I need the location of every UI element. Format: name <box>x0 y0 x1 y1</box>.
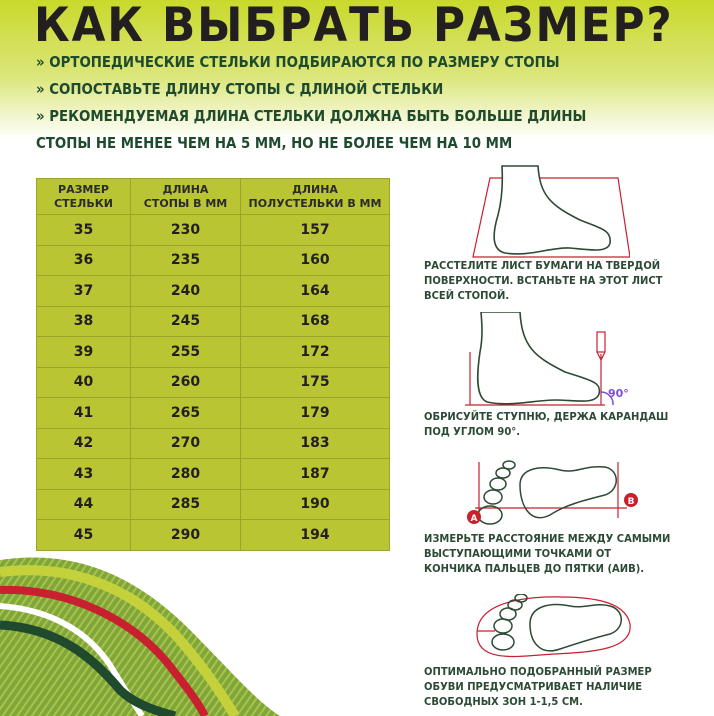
cell-half-insole-length: 172 <box>240 336 390 368</box>
step-3-caption: ИЗМЕРЬТЕ РАССТОЯНИЕ МЕЖДУ САМЫМИ ВЫСТУПАЮ… <box>424 532 670 577</box>
foot-tracing-illustration: 90° <box>465 312 629 406</box>
step-2-caption: ОБРИСУЙТЕ СТУПНЮ, ДЕРЖА КАРАНДАШ ПОД УГЛО… <box>424 410 668 440</box>
bullet-2: » СОПОСТАВЬТЕ ДЛИНУ СТОПЫ С ДЛИНОЙ СТЕЛЬ… <box>36 80 444 98</box>
cell-foot-length: 240 <box>130 275 241 307</box>
angle-arc <box>600 391 614 406</box>
cell-size: 38 <box>36 305 131 337</box>
cell-foot-length: 230 <box>130 214 241 246</box>
caption-line: КОНЧИКА ПАЛЬЦЕВ ДО ПЯТКИ (АИВ). <box>424 563 645 575</box>
point-b-label: B <box>628 497 635 507</box>
table-row: 35 230 157 <box>36 214 390 246</box>
cell-half-insole-length: 187 <box>240 458 390 490</box>
header-line: ДЛИНА <box>162 182 209 196</box>
header-line: ПОЛУСТЕЛЬКИ В ММ <box>248 196 382 210</box>
page-title: КАК ВЫБРАТЬ РАЗМЕР? <box>34 0 674 53</box>
point-a-marker <box>467 510 481 524</box>
cell-foot-length: 290 <box>130 519 241 551</box>
cell-half-insole-length: 168 <box>240 305 390 337</box>
cell-size: 43 <box>36 458 131 490</box>
caption-line: ОПТИМАЛЬНО ПОДОБРАННЫЙ РАЗМЕР <box>424 666 652 678</box>
cell-half-insole-length: 175 <box>240 366 390 398</box>
cell-half-insole-length: 157 <box>240 214 390 246</box>
table-row: 45 290 194 <box>36 519 390 551</box>
cell-size: 39 <box>36 336 131 368</box>
cell-foot-length: 245 <box>130 305 241 337</box>
caption-line: РАССТЕЛИТЕ ЛИСТ БУМАГИ НА ТВЕРДОЙ <box>424 260 661 272</box>
point-b-marker <box>624 493 638 507</box>
caption-line: СВОБОДНЫХ ЗОН 1-1,5 СМ. <box>424 696 583 708</box>
cell-size: 45 <box>36 519 131 551</box>
header-line: ДЛИНА <box>292 182 338 196</box>
header-size: РАЗМЕР СТЕЛЬКИ <box>36 178 131 215</box>
table-row: 41 265 179 <box>36 397 390 429</box>
caption-line: ВЫСТУПАЮЩИМИ ТОЧКАМИ ОТ <box>424 548 612 560</box>
header-line: РАЗМЕР <box>58 182 109 196</box>
table-row: 37 240 164 <box>36 275 390 307</box>
cell-size: 41 <box>36 397 131 429</box>
bullet-3-cont: СТОПЫ НЕ МЕНЕЕ ЧЕМ НА 5 ММ, НО НЕ БОЛЕЕ … <box>36 134 513 152</box>
cell-foot-length: 270 <box>130 427 241 459</box>
table-row: 36 235 160 <box>36 244 390 276</box>
caption-line: ВСЕЙ СТОПОЙ. <box>424 290 510 302</box>
cell-foot-length: 260 <box>130 366 241 398</box>
caption-line: ОБРИСУЙТЕ СТУПНЮ, ДЕРЖА КАРАНДАШ <box>424 411 669 423</box>
foot-on-paper-illustration <box>472 165 630 258</box>
header-foot-length: ДЛИНА СТОПЫ В ММ <box>130 178 241 215</box>
foot-in-shoe-illustration <box>476 594 631 658</box>
point-a-label: A <box>471 514 478 524</box>
table-row: 44 285 190 <box>36 488 390 520</box>
bullet-3: » РЕКОМЕНДУЕМАЯ ДЛИНА СТЕЛЬКИ ДОЛЖНА БЫТ… <box>36 107 587 125</box>
table-row: 39 255 172 <box>36 336 390 368</box>
header-line: СТОПЫ В ММ <box>143 196 228 210</box>
bullet-1: » ОРТОПЕДИЧЕСКИЕ СТЕЛЬКИ ПОДБИРАЮТСЯ ПО … <box>36 53 560 71</box>
caption-line: ПОВЕРХНОСТИ. ВСТАНЬТЕ НА ЭТОТ ЛИСТ <box>424 275 663 287</box>
cell-size: 37 <box>36 275 131 307</box>
table-header-row: РАЗМЕР СТЕЛЬКИ ДЛИНА СТОПЫ В ММ ДЛИНА ПОЛУС… <box>36 178 390 215</box>
caption-line: ОБУВИ ПРЕДУСМАТРИВАЕТ НАЛИЧИЕ <box>424 681 643 693</box>
cell-size: 35 <box>36 214 131 246</box>
caption-line: ИЗМЕРЬТЕ РАССТОЯНИЕ МЕЖДУ САМЫМИ <box>424 533 671 545</box>
table-row: 42 270 183 <box>36 427 390 459</box>
cell-half-insole-length: 160 <box>240 244 390 276</box>
caption-line: ПОД УГЛОМ 90°. <box>424 426 521 438</box>
cell-foot-length: 255 <box>130 336 241 368</box>
size-table: РАЗМЕР СТЕЛЬКИ ДЛИНА СТОПЫ В ММ ДЛИНА ПОЛУС… <box>36 178 390 551</box>
cell-size: 44 <box>36 488 131 520</box>
header-half-insole-length: ДЛИНА ПОЛУСТЕЛЬКИ В ММ <box>240 178 390 215</box>
insole-decoration <box>0 557 280 716</box>
cell-half-insole-length: 190 <box>240 488 390 520</box>
cell-half-insole-length: 179 <box>240 397 390 429</box>
cell-half-insole-length: 194 <box>240 519 390 551</box>
header-gradient <box>0 0 714 170</box>
cell-size: 42 <box>36 427 131 459</box>
cell-foot-length: 285 <box>130 488 241 520</box>
cell-size: 36 <box>36 244 131 276</box>
cell-half-insole-length: 183 <box>240 427 390 459</box>
foot-measure-illustration: A B <box>467 460 638 525</box>
angle-label: 90° <box>608 387 629 400</box>
pencil-icon <box>596 331 606 362</box>
cell-foot-length: 280 <box>130 458 241 490</box>
cell-foot-length: 235 <box>130 244 241 276</box>
cell-size: 40 <box>36 366 131 398</box>
table-row: 38 245 168 <box>36 305 390 337</box>
cell-half-insole-length: 164 <box>240 275 390 307</box>
cell-foot-length: 265 <box>130 397 241 429</box>
header-line: СТЕЛЬКИ <box>54 196 113 210</box>
table-row: 43 280 187 <box>36 458 390 490</box>
step-1-caption: РАССТЕЛИТЕ ЛИСТ БУМАГИ НА ТВЕРДОЙ ПОВЕРХН… <box>424 259 662 304</box>
table-row: 40 260 175 <box>36 366 390 398</box>
step-4-caption: ОПТИМАЛЬНО ПОДОБРАННЫЙ РАЗМЕР ОБУВИ ПРЕДУ… <box>424 665 652 710</box>
